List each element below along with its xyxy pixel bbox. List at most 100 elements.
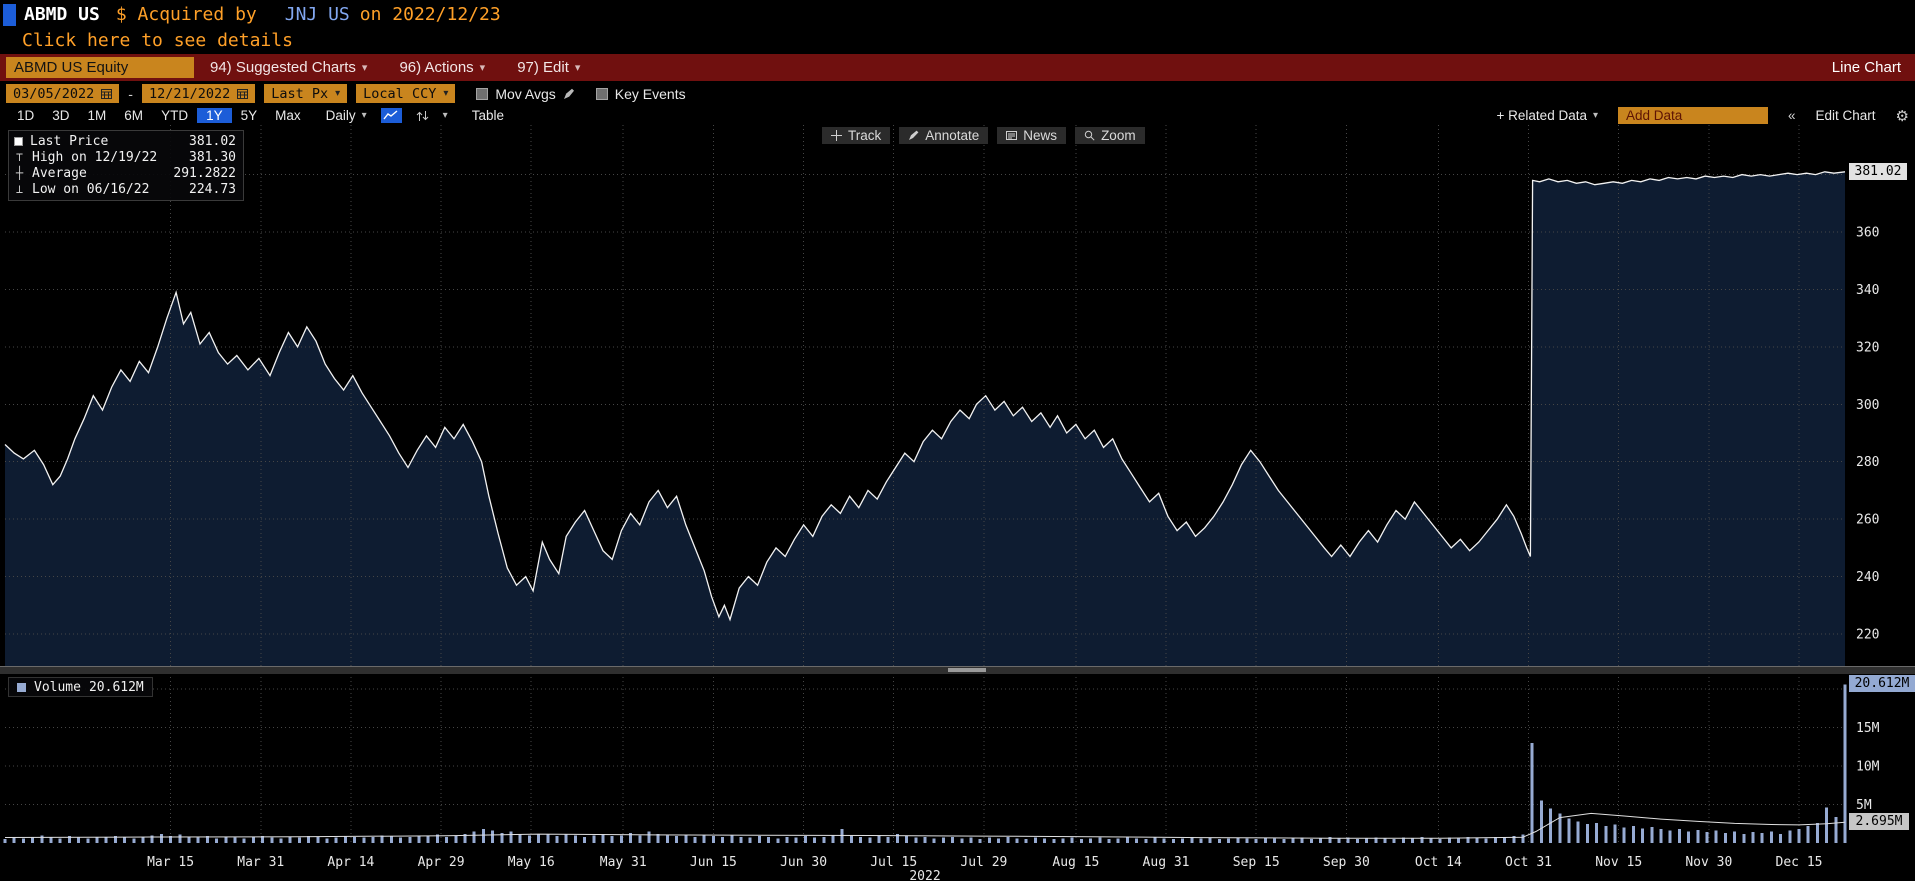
period-6m[interactable]: 6M xyxy=(124,108,144,123)
svg-text:5M: 5M xyxy=(1856,798,1872,813)
key-events-label: Key Events xyxy=(614,85,686,102)
chevron-down-icon: ▾ xyxy=(1592,110,1598,121)
period-1y[interactable]: 1Y xyxy=(197,108,232,123)
calendar-icon xyxy=(101,89,113,99)
volume-label: Volume xyxy=(34,679,81,695)
period-ytd[interactable]: YTD xyxy=(161,108,189,123)
panel-divider xyxy=(0,666,1915,674)
svg-text:15M: 15M xyxy=(1856,721,1880,736)
volume-marker-icon xyxy=(17,682,26,692)
period-max[interactable]: Max xyxy=(275,108,301,123)
svg-text:Mar 15: Mar 15 xyxy=(147,855,194,870)
frequency-select[interactable]: Daily ▾ xyxy=(326,108,367,123)
chevron-down-icon: ▾ xyxy=(335,88,341,99)
period-5y[interactable]: 5Y xyxy=(240,108,258,123)
period-1m[interactable]: 1M xyxy=(87,108,107,123)
mov-avgs-label: Mov Avgs xyxy=(495,85,556,102)
security-flag-icon xyxy=(3,3,16,26)
price-field-select[interactable]: Last Px ▾ xyxy=(264,84,348,103)
chevron-down-icon: ▾ xyxy=(361,110,367,121)
menu-suggested-charts[interactable]: 94) Suggested Charts ▾ xyxy=(210,59,368,76)
details-link[interactable]: Click here to see details xyxy=(22,30,293,51)
chart-tools: Track Annotate News Zoom xyxy=(822,127,1145,144)
zoom-button[interactable]: Zoom xyxy=(1075,127,1145,144)
key-events-checkbox[interactable] xyxy=(595,87,608,100)
price-area-series xyxy=(5,171,1845,667)
avg-marker-icon: ┼ xyxy=(15,166,24,180)
line-chart-type-icon[interactable] xyxy=(380,108,402,123)
legend-item[interactable]: ⊥ Low on 06/16/22 224.73 xyxy=(15,181,236,197)
crosshair-icon xyxy=(831,130,842,141)
news-button[interactable]: News xyxy=(997,127,1067,144)
legend-item[interactable]: Last Price 381.02 xyxy=(14,133,236,149)
volume-current-callout: 20.612M xyxy=(1849,675,1915,692)
price-legend: Last Price 381.02 ⊤ High on 12/19/22 381.30 ┼… xyxy=(8,130,244,201)
svg-text:Aug 31: Aug 31 xyxy=(1143,855,1190,870)
svg-text:10M: 10M xyxy=(1856,760,1880,775)
chevron-down-icon: ▾ xyxy=(443,88,449,99)
chart-type-label: Line Chart xyxy=(1831,59,1901,76)
svg-text:Dec 15: Dec 15 xyxy=(1776,855,1823,870)
compare-updown-icon[interactable] xyxy=(416,110,429,122)
volume-average-callout: 2.695M xyxy=(1849,813,1909,830)
svg-text:Jul 29: Jul 29 xyxy=(960,855,1007,870)
key-events-toggle[interactable]: Key Events xyxy=(595,85,686,102)
currency-value: Local CCY xyxy=(363,85,437,102)
svg-text:2022: 2022 xyxy=(909,869,940,881)
low-marker-icon: ⊥ xyxy=(15,182,24,196)
svg-text:Oct 14: Oct 14 xyxy=(1415,855,1462,870)
legend-item[interactable]: ┼ Average 291.2822 xyxy=(15,165,236,181)
svg-text:Sep 15: Sep 15 xyxy=(1233,855,1280,870)
volume-legend[interactable]: Volume 20.612M xyxy=(8,677,153,697)
svg-text:220: 220 xyxy=(1856,628,1879,643)
last-price-marker-icon xyxy=(14,136,23,146)
volume-average-line xyxy=(4,812,1846,839)
x-axis-labels: Mar 15 Mar 31 Apr 14 Apr 29 May 16 May 31 Jun … xyxy=(147,855,1822,881)
legend-item[interactable]: ⊤ High on 12/19/22 381.30 xyxy=(15,149,236,165)
panel-resize-handle[interactable] xyxy=(946,665,990,675)
collapse-chevrons-icon[interactable]: « xyxy=(1788,108,1796,123)
chevron-down-icon: ▾ xyxy=(574,62,581,74)
track-button[interactable]: Track xyxy=(822,127,891,144)
period-bar: 1D 3D 1M 6M YTD 1Y 5Y Max Daily ▾ ▾ Table + Rel… xyxy=(0,106,1915,125)
svg-text:Nov 30: Nov 30 xyxy=(1685,855,1732,870)
chevron-down-icon: ▾ xyxy=(361,62,368,74)
volume-bars-series xyxy=(3,684,1847,844)
chart-style-caret-icon[interactable]: ▾ xyxy=(442,110,448,121)
currency-select[interactable]: Local CCY ▾ xyxy=(356,84,456,103)
security-input[interactable]: ABMD US Equity xyxy=(6,57,194,78)
settings-gear-icon[interactable]: ⚙ xyxy=(1895,107,1909,125)
period-1d[interactable]: 1D xyxy=(17,108,35,123)
chart-controls: 03/05/2022 - 12/21/2022 Last Px ▾ Local … xyxy=(0,81,1915,106)
svg-text:260: 260 xyxy=(1856,513,1879,528)
add-data-button[interactable]: Add Data xyxy=(1618,107,1768,124)
svg-text:Aug 15: Aug 15 xyxy=(1052,855,1099,870)
menu-items: 94) Suggested Charts ▾ 96) Actions ▾ 97) Edi… xyxy=(210,59,580,76)
table-button[interactable]: Table xyxy=(471,108,504,123)
svg-text:Jul 15: Jul 15 xyxy=(870,855,917,870)
date-from-value: 03/05/2022 xyxy=(13,85,95,102)
annotate-button[interactable]: Annotate xyxy=(899,127,989,144)
date-to-input[interactable]: 12/21/2022 xyxy=(141,84,256,103)
edit-chart-button[interactable]: Edit Chart xyxy=(1815,108,1876,123)
date-range-separator: - xyxy=(128,85,133,102)
calendar-icon xyxy=(237,89,249,99)
volume-value: 20.612M xyxy=(88,679,144,695)
volume-axis-labels: 5M 10M 15M xyxy=(1856,721,1880,813)
svg-text:Jun 30: Jun 30 xyxy=(780,855,827,870)
menu-edit[interactable]: 97) Edit ▾ xyxy=(517,59,581,76)
chevron-down-icon: ▾ xyxy=(479,62,486,74)
mov-avgs-toggle[interactable]: Mov Avgs xyxy=(476,86,574,102)
pencil-icon[interactable] xyxy=(563,88,575,100)
menu-actions[interactable]: 96) Actions ▾ xyxy=(399,59,486,76)
period-3d[interactable]: 3D xyxy=(52,108,70,123)
svg-text:300: 300 xyxy=(1856,398,1879,413)
mov-avgs-checkbox[interactable] xyxy=(476,87,489,100)
svg-text:Mar 31: Mar 31 xyxy=(237,855,284,870)
related-data-button[interactable]: + Related Data ▾ xyxy=(1497,108,1598,123)
date-from-input[interactable]: 03/05/2022 xyxy=(6,84,120,103)
frequency-value: Daily xyxy=(325,108,356,123)
price-line-series xyxy=(4,171,1846,622)
grid-lines xyxy=(5,125,1845,843)
